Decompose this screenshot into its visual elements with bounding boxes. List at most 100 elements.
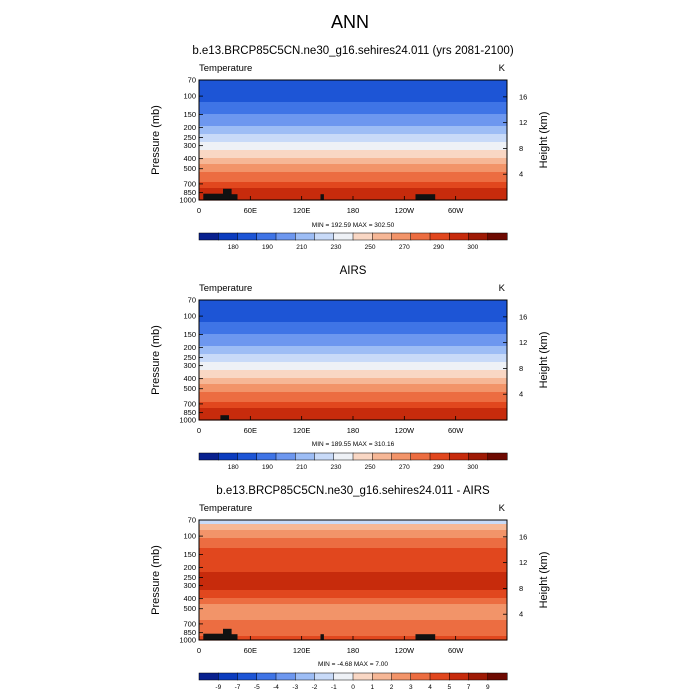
heatmap-band bbox=[199, 136, 507, 139]
terrain-mask bbox=[223, 188, 232, 200]
heatmap-band bbox=[199, 414, 507, 417]
heatmap-band bbox=[199, 618, 507, 621]
heatmap-band bbox=[199, 530, 507, 533]
heatmap-band bbox=[199, 372, 507, 375]
x-tick-label: 120E bbox=[293, 206, 311, 215]
heatmap-band bbox=[199, 150, 507, 153]
colorbar-label: 250 bbox=[365, 244, 376, 251]
heatmap-band bbox=[199, 322, 507, 325]
colorbar-label: -3 bbox=[292, 684, 298, 691]
height-tick-label: 16 bbox=[519, 532, 527, 541]
heatmap-band bbox=[199, 168, 507, 171]
height-axis-label: Height (km) bbox=[538, 332, 550, 389]
colorbar-swatch bbox=[352, 452, 373, 461]
heatmap-band bbox=[199, 166, 507, 169]
panel-title: AIRS bbox=[340, 265, 367, 277]
heatmap-band bbox=[199, 106, 507, 109]
heatmap-band bbox=[199, 406, 507, 409]
colorbar-swatch bbox=[487, 232, 508, 241]
heatmap-band bbox=[199, 628, 507, 631]
colorbar-label: 250 bbox=[365, 464, 376, 471]
x-tick-label: 0 bbox=[197, 206, 201, 215]
colorbar-label: -7 bbox=[235, 684, 241, 691]
heatmap-band bbox=[199, 622, 507, 625]
heatmap-band bbox=[199, 410, 507, 413]
heatmap-band bbox=[199, 590, 507, 593]
colorbar-swatch bbox=[218, 452, 239, 461]
stats-label: MIN = -4.68 MAX = 7.00 bbox=[318, 661, 388, 668]
heatmap-band bbox=[199, 574, 507, 577]
heatmap-band bbox=[199, 86, 507, 89]
heatmap-band bbox=[199, 170, 507, 173]
y-tick-label: 200 bbox=[183, 563, 196, 572]
y-axis-label: Pressure (mb) bbox=[150, 105, 162, 175]
heatmap-band bbox=[199, 572, 507, 575]
y-tick-label: 400 bbox=[183, 154, 196, 163]
height-tick-label: 4 bbox=[519, 610, 523, 619]
heatmap-band bbox=[199, 352, 507, 355]
heatmap-band bbox=[199, 312, 507, 315]
heatmap-band bbox=[199, 126, 507, 129]
colorbar-swatch bbox=[256, 452, 277, 461]
heatmap-band bbox=[199, 398, 507, 401]
heatmap-band bbox=[199, 382, 507, 385]
heatmap-band bbox=[199, 620, 507, 623]
colorbar-label: 9 bbox=[486, 684, 490, 691]
heatmap-band bbox=[199, 566, 507, 569]
heatmap-band bbox=[199, 90, 507, 93]
heatmap-band bbox=[199, 104, 507, 107]
colorbar-swatch bbox=[295, 452, 316, 461]
variable-label: Temperature bbox=[199, 283, 252, 294]
colorbar-swatch bbox=[275, 672, 296, 681]
heatmap-band bbox=[199, 568, 507, 571]
y-tick-label: 150 bbox=[183, 550, 196, 559]
heatmap-band bbox=[199, 176, 507, 179]
heatmap-band bbox=[199, 148, 507, 151]
y-tick-label: 100 bbox=[183, 92, 196, 101]
height-tick-label: 16 bbox=[519, 92, 527, 101]
heatmap-band bbox=[199, 602, 507, 605]
heatmap-band bbox=[199, 384, 507, 387]
x-tick-label: 120W bbox=[395, 426, 416, 435]
colorbar-label: 1 bbox=[370, 684, 374, 691]
x-tick-label: 120E bbox=[293, 426, 311, 435]
height-axis-label: Height (km) bbox=[538, 552, 550, 609]
colorbar-swatch bbox=[372, 672, 393, 681]
colorbar-swatch bbox=[314, 232, 335, 241]
heatmap-band bbox=[199, 520, 507, 523]
heatmap-field bbox=[199, 80, 507, 201]
heatmap-band bbox=[199, 178, 507, 181]
heatmap-band bbox=[199, 348, 507, 351]
heatmap-band bbox=[199, 320, 507, 323]
colorbar-swatch bbox=[256, 672, 277, 681]
heatmap-band bbox=[199, 584, 507, 587]
x-tick-label: 0 bbox=[197, 426, 201, 435]
heatmap-band bbox=[199, 586, 507, 589]
units-label: K bbox=[499, 283, 506, 294]
colorbar: 180 190 210 230 250 270 290 300 bbox=[198, 452, 508, 471]
figure-title: ANN bbox=[331, 12, 369, 32]
units-label: K bbox=[499, 63, 506, 74]
variable-label: Temperature bbox=[199, 63, 252, 74]
panel-model: b.e13.BRCP85C5CN.ne30_g16.sehires24.011 … bbox=[150, 45, 550, 251]
heatmap-band bbox=[199, 332, 507, 335]
heatmap-band bbox=[199, 302, 507, 305]
heatmap-band bbox=[199, 558, 507, 561]
colorbar-swatch bbox=[275, 452, 296, 461]
heatmap-band bbox=[199, 600, 507, 603]
colorbar-label: 270 bbox=[399, 464, 410, 471]
heatmap-band bbox=[199, 570, 507, 573]
heatmap-band bbox=[199, 378, 507, 381]
y-tick-label: 500 bbox=[183, 604, 196, 613]
terrain-mask bbox=[320, 634, 324, 640]
heatmap-band bbox=[199, 396, 507, 399]
heatmap-band bbox=[199, 80, 507, 83]
x-tick-label: 180 bbox=[347, 646, 360, 655]
heatmap-band bbox=[199, 358, 507, 361]
heatmap-band bbox=[199, 386, 507, 389]
heatmap-band bbox=[199, 534, 507, 537]
heatmap-band bbox=[199, 108, 507, 111]
heatmap-band bbox=[199, 128, 507, 131]
terrain-mask bbox=[415, 194, 436, 200]
heatmap-band bbox=[199, 580, 507, 583]
